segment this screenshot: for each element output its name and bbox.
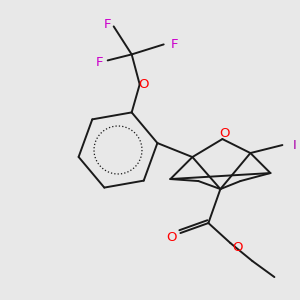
- Text: F: F: [171, 38, 178, 51]
- Text: O: O: [138, 78, 149, 91]
- Text: O: O: [232, 241, 243, 254]
- Text: F: F: [104, 18, 112, 31]
- Text: I: I: [292, 139, 296, 152]
- Text: F: F: [96, 56, 104, 69]
- Text: O: O: [166, 231, 176, 244]
- Text: O: O: [219, 127, 230, 140]
